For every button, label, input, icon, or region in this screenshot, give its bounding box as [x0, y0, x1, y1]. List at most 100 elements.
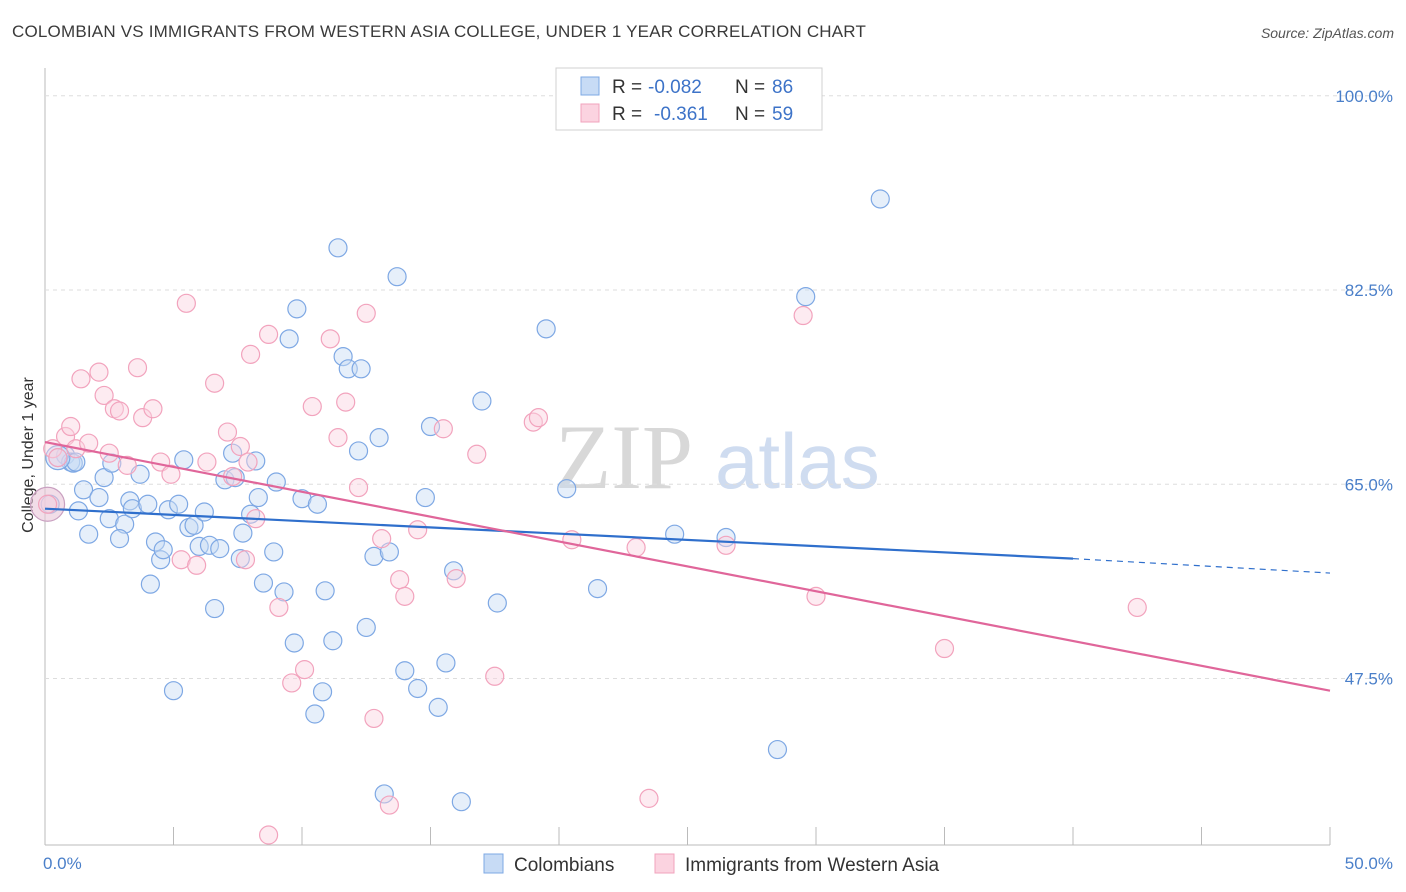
trend-line-western-asia	[44, 440, 1331, 692]
data-point	[282, 673, 302, 693]
data-point	[153, 540, 173, 560]
data-point	[487, 593, 507, 613]
data-point	[587, 578, 608, 599]
data-point	[307, 494, 328, 514]
data-point	[223, 443, 243, 463]
data-point	[870, 189, 890, 209]
data-point	[258, 324, 279, 344]
y-tick-label: 82.5%	[1345, 281, 1393, 300]
data-point	[174, 450, 194, 470]
data-point	[793, 305, 813, 326]
data-point	[210, 539, 230, 559]
data-point	[433, 419, 453, 439]
data-point	[37, 494, 58, 514]
data-point	[395, 661, 415, 681]
trend-lines	[44, 440, 1331, 692]
data-point	[79, 433, 99, 453]
data-point	[238, 452, 258, 472]
data-point	[369, 428, 389, 448]
data-point	[253, 573, 274, 593]
watermark-zip: ZIP	[555, 406, 693, 508]
data-point	[356, 303, 376, 323]
data-point	[767, 739, 788, 760]
watermark-atlas: atlas	[715, 417, 880, 505]
data-point	[379, 795, 399, 815]
legend-r-label-1: R =	[612, 77, 642, 98]
legend-r-label-2: R =	[612, 104, 642, 125]
data-point	[639, 788, 659, 808]
data-point	[89, 362, 109, 382]
data-point	[444, 561, 464, 581]
data-point	[48, 448, 68, 468]
data-point	[395, 586, 415, 606]
data-point	[1127, 597, 1147, 618]
data-point	[436, 653, 456, 673]
data-point	[287, 299, 307, 319]
data-point	[485, 666, 505, 686]
data-point	[348, 441, 369, 461]
data-point	[264, 542, 284, 562]
data-point	[374, 784, 394, 804]
correlation-legend: R = -0.082 N = 86 R = -0.361 N = 59	[555, 67, 823, 131]
data-point	[258, 825, 279, 845]
data-point	[716, 535, 736, 555]
y-tick-label: 100.0%	[1335, 87, 1393, 106]
data-point	[428, 697, 448, 717]
data-point	[187, 555, 207, 575]
y-tick-label: 65.0%	[1345, 475, 1393, 494]
data-point	[387, 267, 407, 287]
data-point	[143, 399, 163, 419]
data-point	[934, 638, 955, 659]
legend-n-value-2: 59	[772, 104, 793, 125]
data-point	[446, 568, 466, 589]
data-point	[138, 494, 158, 514]
series-legend: Colombians Immigrants from Western Asia	[483, 853, 940, 876]
data-point	[235, 550, 256, 570]
data-point	[408, 678, 428, 699]
data-point	[467, 444, 487, 464]
data-point	[89, 487, 109, 508]
data-point	[248, 487, 268, 508]
data-point	[199, 535, 220, 555]
data-point	[71, 369, 91, 389]
data-point	[189, 536, 209, 557]
source-label: Source: ZipAtlas.com	[1260, 25, 1394, 41]
data-point	[61, 416, 81, 437]
data-point	[451, 792, 471, 812]
data-point	[528, 408, 549, 428]
legend-n-value-1: 86	[772, 77, 793, 98]
y-axis-tick-labels: 100.0% 82.5% 65.0% 47.5%	[1335, 87, 1393, 689]
data-point	[194, 502, 214, 522]
data-point	[557, 479, 577, 499]
data-point	[294, 660, 315, 680]
data-point	[127, 358, 148, 378]
data-point	[140, 574, 160, 594]
data-point	[312, 682, 333, 702]
data-point	[320, 329, 340, 349]
data-point	[356, 617, 376, 638]
data-point	[364, 708, 384, 729]
data-point	[217, 422, 238, 442]
bottom-legend-label-western-asia: Immigrants from Western Asia	[685, 855, 940, 876]
data-point	[390, 570, 410, 590]
data-point	[348, 477, 369, 498]
gridlines	[45, 95, 1392, 679]
data-point	[169, 494, 189, 514]
data-point	[176, 293, 196, 313]
data-point-cluster	[29, 486, 66, 522]
bottom-legend-label-colombians: Colombians	[514, 855, 614, 876]
data-point	[73, 480, 94, 500]
data-point	[279, 329, 299, 349]
legend-n-label-2: N =	[735, 104, 765, 125]
data-point	[197, 452, 217, 472]
data-point	[336, 392, 356, 412]
data-point	[328, 428, 348, 448]
data-point	[79, 524, 99, 544]
x-axis-ticks	[44, 827, 1331, 845]
data-point	[117, 455, 137, 475]
data-point	[163, 681, 184, 701]
data-point	[536, 319, 556, 339]
trend-line-colombians	[44, 507, 1074, 560]
legend-box	[555, 67, 823, 131]
